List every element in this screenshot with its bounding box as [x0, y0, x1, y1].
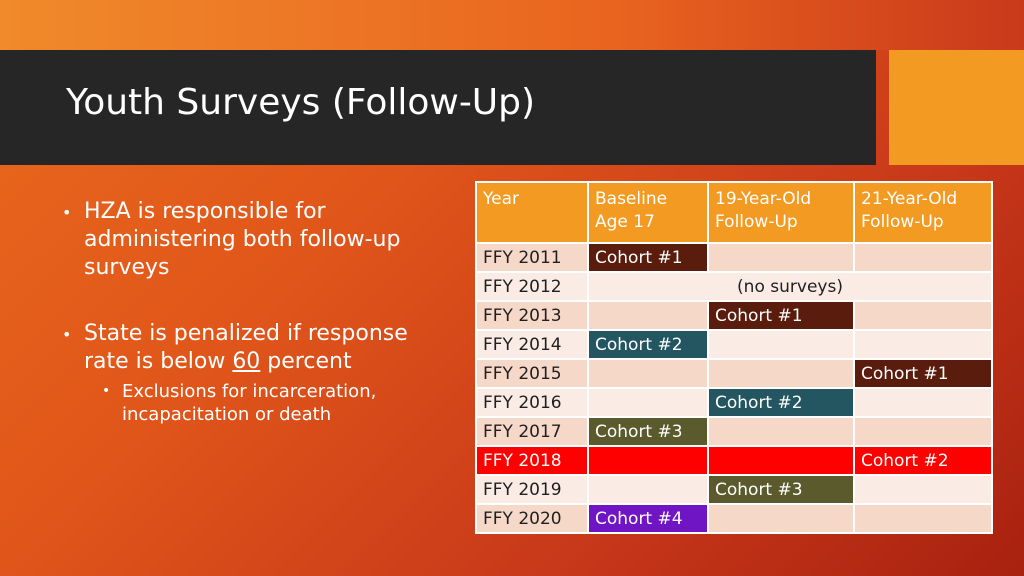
cohort-cell: Cohort #1 — [853, 358, 993, 389]
empty-cell — [587, 445, 709, 476]
year-cell: FFY 2012 — [475, 271, 589, 302]
table-row: FFY 2014 Cohort #2 — [475, 329, 993, 360]
table-row-highlighted: FFY 2018 Cohort #2 — [475, 445, 993, 476]
empty-cell — [587, 358, 709, 389]
empty-cell — [853, 242, 993, 273]
cohort-cell: Cohort #4 — [587, 503, 709, 534]
year-cell: FFY 2015 — [475, 358, 589, 389]
empty-cell — [853, 300, 993, 331]
year-cell: FFY 2020 — [475, 503, 589, 534]
bullet-dot-icon: • — [62, 325, 72, 344]
year-cell: FFY 2018 — [475, 445, 589, 476]
table-row: FFY 2015 Cohort #1 — [475, 358, 993, 389]
year-cell: FFY 2017 — [475, 416, 589, 447]
empty-cell — [587, 474, 709, 505]
table-header-row: Year Baseline Age 17 19-Year-Old Follow-… — [475, 181, 993, 244]
cohort-cell: Cohort #3 — [707, 474, 855, 505]
cohort-cell: Cohort #2 — [853, 445, 993, 476]
empty-cell — [853, 474, 993, 505]
threshold-value: 60 — [232, 349, 261, 374]
bullet-text: State is penalized if response rate is b… — [84, 320, 442, 376]
bullet-dot-icon: • — [62, 203, 72, 222]
slide-title: Youth Surveys (Follow-Up) — [66, 82, 536, 123]
header-19-follow-up: 19-Year-Old Follow-Up — [707, 181, 855, 244]
header-year: Year — [475, 181, 589, 244]
table-row: FFY 2020 Cohort #4 — [475, 503, 993, 534]
bullet-text: HZA is responsible for administering bot… — [84, 199, 401, 280]
empty-cell — [853, 329, 993, 360]
empty-cell — [707, 503, 855, 534]
header-21-follow-up: 21-Year-Old Follow-Up — [853, 181, 993, 244]
header-baseline: Baseline Age 17 — [587, 181, 709, 244]
bullet-item: • HZA is responsible for administering b… — [62, 198, 442, 282]
year-cell: FFY 2011 — [475, 242, 589, 273]
empty-cell — [707, 416, 855, 447]
cohort-cell: Cohort #2 — [587, 329, 709, 360]
table-row: FFY 2017 Cohort #3 — [475, 416, 993, 447]
top-accent-strip — [0, 0, 1024, 50]
year-cell: FFY 2019 — [475, 474, 589, 505]
cohort-cell: Cohort #2 — [707, 387, 855, 418]
cohort-cell: Cohort #3 — [587, 416, 709, 447]
sub-bullet-text: Exclusions for incarceration, incapacita… — [122, 381, 377, 425]
cohort-cell: Cohort #1 — [587, 242, 709, 273]
year-cell: FFY 2016 — [475, 387, 589, 418]
empty-cell — [853, 416, 993, 447]
survey-schedule-table: Year Baseline Age 17 19-Year-Old Follow-… — [475, 181, 993, 534]
empty-cell — [707, 242, 855, 273]
bullet-item: • State is penalized if response rate is… — [62, 320, 442, 376]
title-bar — [0, 50, 876, 165]
empty-cell — [707, 329, 855, 360]
table-row: FFY 2016 Cohort #2 — [475, 387, 993, 418]
bullet-list: • HZA is responsible for administering b… — [62, 198, 442, 426]
empty-cell — [587, 387, 709, 418]
empty-cell — [853, 503, 993, 534]
table-row: FFY 2012 (no surveys) — [475, 271, 993, 302]
no-surveys-cell: (no surveys) — [587, 271, 993, 302]
accent-square — [889, 50, 1024, 165]
bullet-text-part: percent — [260, 349, 352, 374]
empty-cell — [853, 387, 993, 418]
table-row: FFY 2011 Cohort #1 — [475, 242, 993, 273]
empty-cell — [707, 445, 855, 476]
empty-cell — [707, 358, 855, 389]
year-cell: FFY 2013 — [475, 300, 589, 331]
table-row: FFY 2013 Cohort #1 — [475, 300, 993, 331]
sub-bullet-dot-icon: • — [102, 383, 111, 399]
year-cell: FFY 2014 — [475, 329, 589, 360]
sub-bullet-item: • Exclusions for incarceration, incapaci… — [102, 380, 442, 426]
cohort-cell: Cohort #1 — [707, 300, 855, 331]
bullet-text-part: State is penalized if response rate is b… — [84, 321, 408, 374]
table-row: FFY 2019 Cohort #3 — [475, 474, 993, 505]
empty-cell — [587, 300, 709, 331]
